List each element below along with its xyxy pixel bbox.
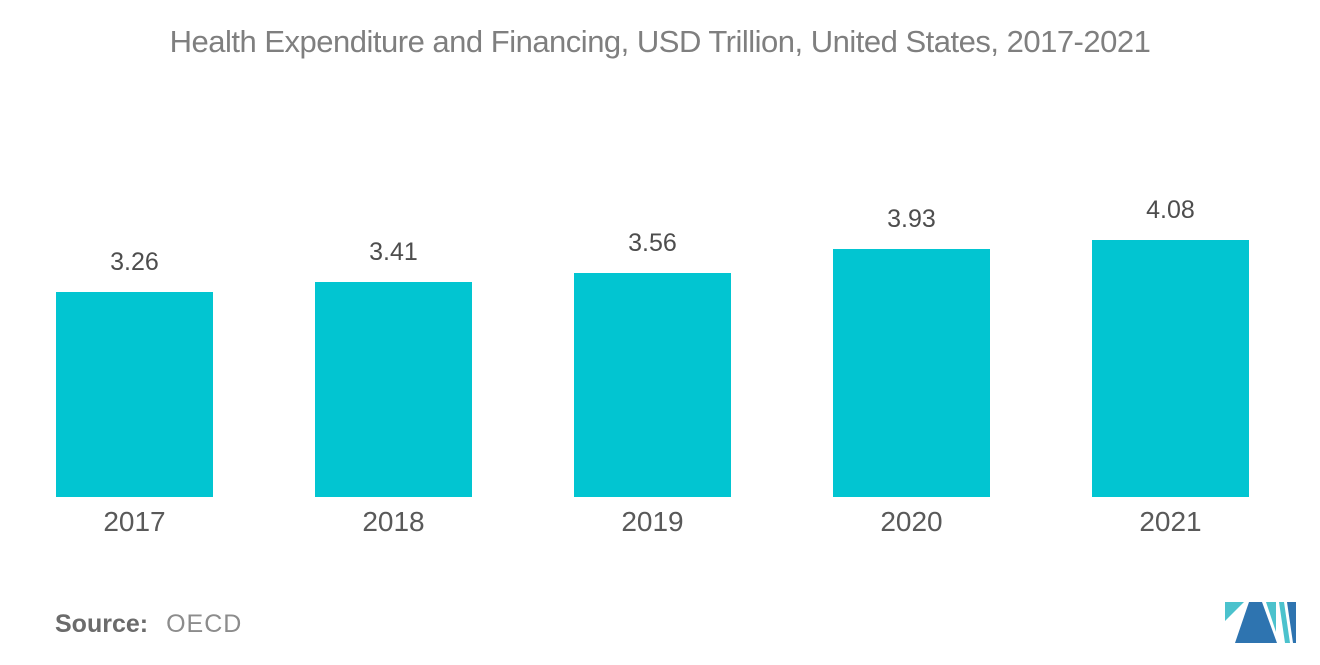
logo-teal-right-bar <box>1279 602 1290 643</box>
bar-value-label-2019: 3.56 <box>628 229 677 257</box>
bar-2020 <box>833 249 990 497</box>
x-axis-label-2017: 2017 <box>103 506 166 537</box>
bar-value-label-2020: 3.93 <box>887 205 936 233</box>
logo-blue-main-band <box>1235 602 1277 643</box>
x-axis-label-2019: 2019 <box>621 506 684 537</box>
x-axis-label-2020: 2020 <box>880 506 943 537</box>
bar-value-label-2018: 3.41 <box>369 238 418 266</box>
bar-2021 <box>1092 240 1249 497</box>
bar-2017 <box>56 292 213 497</box>
bar-value-label-2017: 3.26 <box>110 248 159 276</box>
source-row: Source: OECD <box>55 610 242 639</box>
mordor-intelligence-logo <box>1225 602 1296 643</box>
logo-teal-mid-triangle <box>1266 602 1276 632</box>
source-value: OECD <box>166 610 243 638</box>
logo-blue-right-triangle <box>1287 602 1296 643</box>
x-axis-label-2021: 2021 <box>1139 506 1202 537</box>
bar-2018 <box>315 282 472 497</box>
bar-value-label-2021: 4.08 <box>1146 196 1195 224</box>
x-axis-label-2018: 2018 <box>362 506 425 537</box>
bar-2019 <box>574 273 731 497</box>
logo-teal-left-triangle <box>1225 602 1244 621</box>
chart-title: Health Expenditure and Financing, USD Tr… <box>169 24 1151 59</box>
source-label: Source: <box>55 610 149 638</box>
